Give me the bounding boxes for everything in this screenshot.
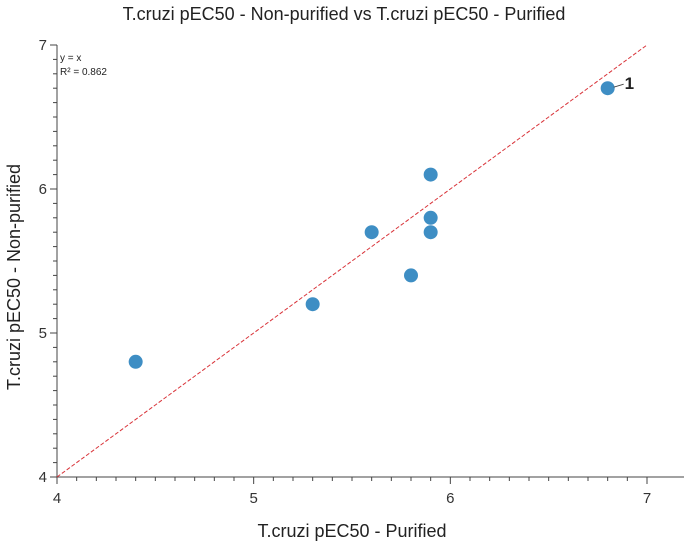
y-tick-label: 7 <box>39 37 47 54</box>
y-tick-label: 6 <box>39 181 47 198</box>
data-points <box>128 81 615 369</box>
reference-line <box>56 44 648 478</box>
x-tick-label: 7 <box>643 490 651 507</box>
equation-label: y = x <box>60 53 81 64</box>
x-tick-label: 5 <box>249 490 257 507</box>
point-label-leader <box>613 83 624 88</box>
annotations: 1 <box>613 74 634 93</box>
data-point <box>364 225 379 240</box>
data-point <box>423 167 438 182</box>
axes: 4 5 6 7 4 5 6 7 <box>39 37 684 507</box>
y-axis-title: T.cruzi pEC50 - Non-purified <box>4 164 24 390</box>
data-point <box>128 354 143 369</box>
reference-line-group <box>56 44 648 478</box>
data-point <box>423 225 438 240</box>
r-squared-label: R² = 0.862 <box>60 67 107 78</box>
y-tick-label: 4 <box>39 469 47 486</box>
y-tick-label: 5 <box>39 325 47 342</box>
x-tick-label: 6 <box>446 490 454 507</box>
chart-title: T.cruzi pEC50 - Non-purified vs T.cruzi … <box>122 4 566 24</box>
data-point <box>404 268 418 283</box>
data-point <box>423 210 438 225</box>
data-point <box>600 81 615 96</box>
data-point <box>305 297 320 312</box>
point-label: 1 <box>625 74 634 93</box>
x-tick-label: 4 <box>53 490 61 507</box>
x-axis-title: T.cruzi pEC50 - Purified <box>257 521 446 541</box>
